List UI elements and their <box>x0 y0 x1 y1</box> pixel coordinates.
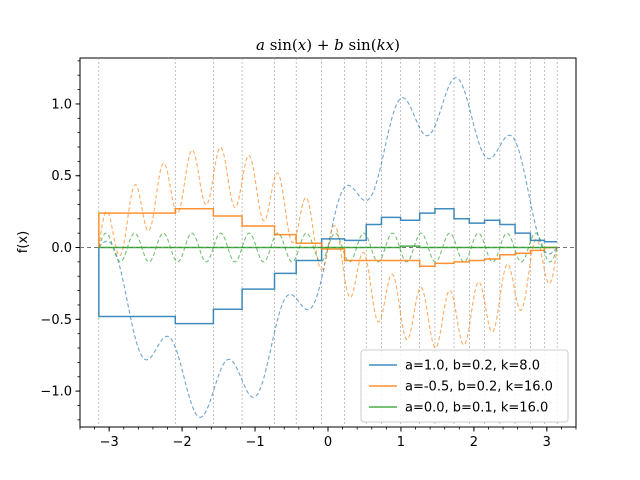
step-lines <box>98 208 558 325</box>
x-tick-label: −1 <box>245 435 264 450</box>
legend-box <box>360 349 569 423</box>
y-tick-label: −0.5 <box>40 313 72 328</box>
y-axis: −1.0 −0.5 0.0 0.5 1.0 <box>40 60 80 421</box>
y-tick-label: −1.0 <box>40 385 72 400</box>
x-axis: −3 −2 −1 0 1 2 3 <box>79 427 577 450</box>
y-tick-label: 0.5 <box>51 169 72 184</box>
x-tick-label: 2 <box>470 435 478 450</box>
x-tick-label: −3 <box>100 435 119 450</box>
series-3-steps <box>98 245 558 249</box>
y-tick-label: 1.0 <box>51 97 72 112</box>
legend: a=1.0, b=0.2, k=8.0 a=-0.5, b=0.2, k=16.0… <box>360 349 569 423</box>
series-2-steps <box>98 208 558 267</box>
legend-label: a=-0.5, b=0.2, k=16.0 <box>405 380 553 395</box>
x-tick-label: 3 <box>543 435 551 450</box>
y-axis-label: f(x) <box>16 231 31 253</box>
x-tick-label: 0 <box>324 435 332 450</box>
chart-title: a sin(x) + b sin(kx) <box>256 36 400 54</box>
legend-label: a=0.0, b=0.1, k=16.0 <box>405 401 548 416</box>
series-1-steps <box>98 208 558 325</box>
legend-label: a=1.0, b=0.2, k=8.0 <box>405 359 540 374</box>
series-1-curve <box>98 77 558 418</box>
x-tick-label: 1 <box>397 435 405 450</box>
x-tick-label: −2 <box>173 435 192 450</box>
y-tick-label: 0.0 <box>51 241 72 256</box>
